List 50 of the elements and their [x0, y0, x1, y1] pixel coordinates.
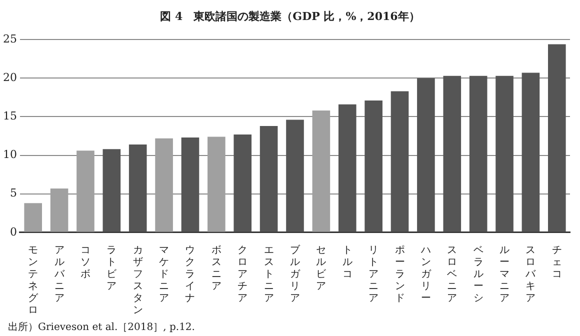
chart-title: 図 4 東欧諸国の製造業（GDP 比，%，2016年） — [159, 9, 421, 24]
bar — [417, 78, 435, 232]
x-tick-label: スロバキア — [524, 245, 537, 305]
x-tick-label: ボスニア — [210, 245, 222, 293]
bar — [364, 100, 382, 232]
x-tick-label: モンテネグロ — [27, 245, 40, 317]
bar — [260, 126, 278, 232]
x-tick-label: ポーランド — [394, 245, 406, 305]
bar — [312, 110, 330, 232]
x-tick-label: コソボ — [79, 245, 92, 281]
x-tick-label: マケドニア — [158, 245, 170, 305]
bar — [496, 76, 514, 232]
bar — [443, 76, 462, 232]
bar — [128, 144, 147, 232]
bar — [390, 91, 409, 232]
x-tick-label: ルーマニア — [498, 245, 511, 305]
y-tick-label: 25 — [2, 32, 17, 46]
y-tick-label: 10 — [2, 148, 17, 162]
bar — [102, 149, 121, 232]
bar — [234, 134, 252, 232]
x-tick-label: ウクライナ — [184, 245, 196, 305]
bar — [338, 104, 356, 232]
bar — [469, 76, 488, 232]
x-tick-label: アルバニア — [53, 245, 66, 305]
text: 出所）Grieveson et al.［2018］, p.12. — [8, 320, 195, 334]
x-tick-label: ラトビア — [106, 245, 118, 293]
bar — [548, 44, 566, 232]
x-tick-label: エストニア — [262, 245, 275, 305]
x-tick-label: ベラルーシ — [472, 245, 484, 305]
y-tick-label: 5 — [10, 186, 17, 200]
bar — [208, 136, 226, 232]
bar — [181, 138, 200, 232]
bar — [286, 120, 304, 232]
x-tick-label: トルコ — [341, 245, 354, 281]
y-tick-label: 0 — [10, 225, 17, 238]
bar — [155, 138, 173, 232]
x-tick-label: セルビア — [315, 245, 328, 293]
bar — [50, 188, 68, 232]
x-tick-label: ハンガリー — [420, 245, 432, 305]
x-tick-label: チェコ — [550, 245, 563, 281]
bar — [24, 203, 42, 232]
bar — [76, 150, 94, 232]
x-tick-label: ブルガリア — [288, 245, 301, 305]
bar — [522, 72, 540, 232]
y-tick-label: 20 — [2, 71, 17, 84]
y-tick-label: 15 — [2, 110, 17, 123]
x-tick-label: リトアニア — [368, 245, 380, 305]
x-tick-label: カザフスタン — [132, 245, 144, 317]
x-tick-label: スロベニア — [446, 245, 458, 305]
x-tick-label: クロアチア — [236, 245, 249, 305]
